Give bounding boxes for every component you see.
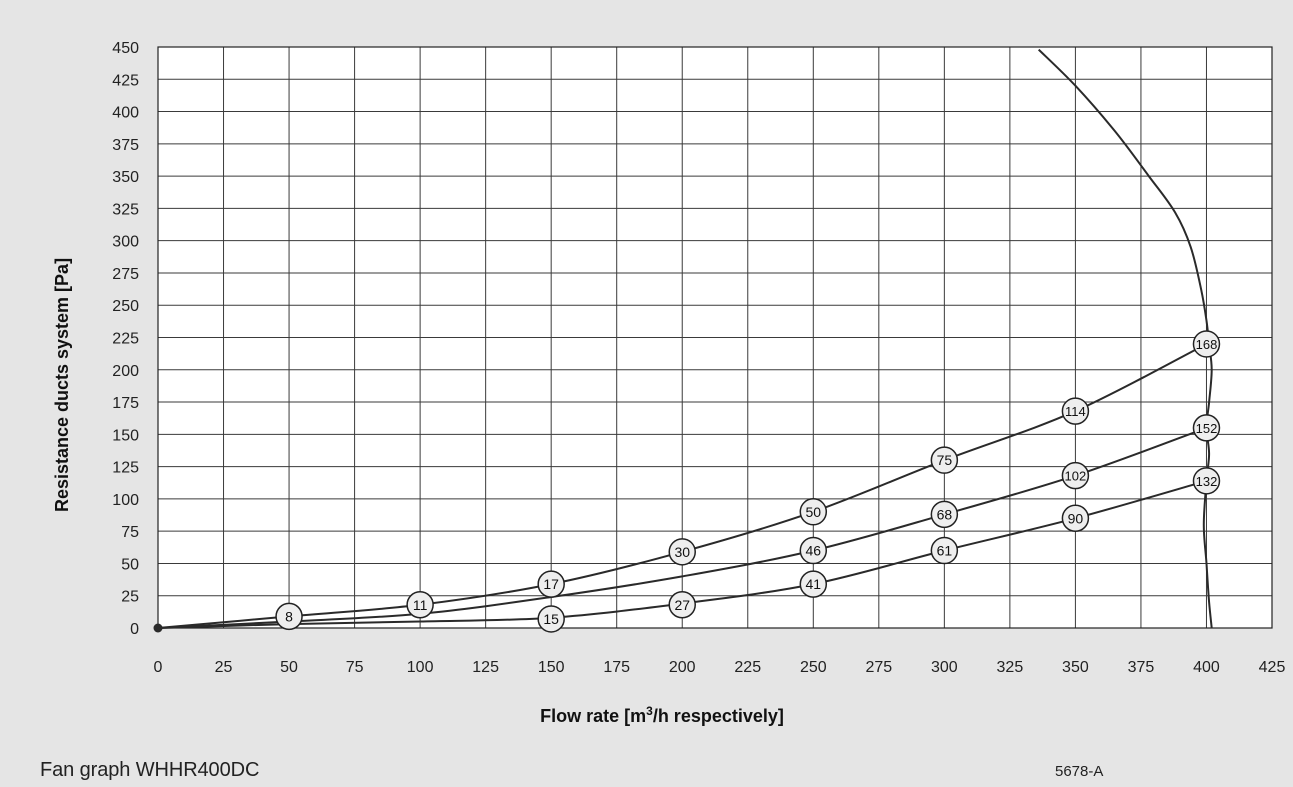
figure-caption: Fan graph WHHR400DC — [40, 759, 260, 781]
y-axis-label: Resistance ducts system [Pa] — [52, 258, 72, 512]
y-tick-label: 400 — [112, 105, 139, 122]
data-point-marker — [930, 500, 959, 529]
data-point-label: 68 — [937, 506, 953, 522]
data-markers: 8 11 17 30 50 75 114 168 46 68 102 152 15 27 41 61 90 132 — [153, 330, 1221, 633]
data-point-label: 152 — [1196, 421, 1218, 436]
y-tick-label: 25 — [121, 589, 139, 606]
y-tick-label: 150 — [112, 427, 139, 444]
y-tick-label: 275 — [112, 266, 139, 283]
data-point-marker — [1061, 504, 1090, 533]
y-tick-label: 300 — [112, 234, 139, 251]
y-tick-label: 0 — [130, 621, 139, 638]
data-point-label: 50 — [806, 504, 822, 520]
data-point-label: 11 — [413, 597, 428, 613]
data-point-label: 114 — [1065, 404, 1086, 419]
x-tick-label: 50 — [280, 659, 298, 676]
x-tick-label: 225 — [734, 659, 761, 676]
data-point-marker — [1192, 467, 1221, 495]
data-point-label: 41 — [806, 576, 822, 592]
x-tick-label: 325 — [997, 659, 1024, 676]
tick-labels: 0 25 50 75 100 125 150 175 200 225 250 275 300 325 350… — [112, 40, 1285, 676]
y-tick-label: 450 — [112, 40, 139, 57]
y-tick-label: 325 — [112, 201, 139, 218]
y-tick-label: 75 — [121, 524, 139, 541]
data-point-label: 168 — [1196, 337, 1218, 352]
y-tick-label: 50 — [121, 556, 139, 573]
x-axis-label-superscript: 3 — [646, 704, 653, 718]
x-tick-label: 350 — [1062, 659, 1089, 676]
data-point-label: 30 — [674, 544, 690, 560]
grid — [157, 46, 1273, 629]
data-point-label: 8 — [285, 608, 293, 624]
x-tick-label: 100 — [407, 659, 434, 676]
x-axis-label-suffix: /h respectively] — [653, 706, 784, 726]
data-point-marker — [668, 538, 696, 566]
data-point-label: 17 — [543, 576, 559, 592]
y-tick-label: 125 — [112, 460, 139, 477]
data-point-marker — [537, 570, 565, 598]
data-point-label: 75 — [937, 452, 953, 468]
axes — [157, 46, 1273, 629]
data-point-marker — [799, 536, 828, 565]
data-point-label: 102 — [1065, 469, 1087, 484]
x-tick-label: 275 — [865, 659, 892, 676]
x-axis-label: Flow rate [m3/h respectively] — [540, 704, 784, 726]
x-tick-label: 175 — [603, 659, 630, 676]
data-point-marker — [799, 570, 828, 598]
y-tick-label: 250 — [112, 298, 139, 315]
data-point-label: 132 — [1196, 474, 1218, 489]
data-point-marker — [1061, 461, 1090, 490]
y-tick-label: 100 — [112, 492, 139, 509]
y-tick-label: 375 — [112, 137, 139, 154]
data-point-marker — [406, 591, 434, 619]
figure-code: 5678-A — [1055, 763, 1104, 780]
data-point-marker — [275, 602, 303, 631]
data-point-label: 61 — [937, 543, 953, 559]
x-tick-label: 300 — [931, 659, 958, 676]
y-tick-label: 225 — [112, 331, 139, 348]
data-point-marker — [1061, 397, 1090, 425]
y-tick-label: 200 — [112, 363, 139, 380]
x-tick-label: 250 — [800, 659, 827, 676]
data-point-label: 27 — [674, 597, 690, 613]
plot-border — [157, 46, 1273, 629]
data-point-marker — [668, 591, 696, 619]
data-point-label: 46 — [806, 543, 822, 559]
x-axis-label-prefix: Flow rate [m — [540, 706, 646, 726]
x-tick-label: 125 — [472, 659, 499, 676]
data-point-marker — [1192, 414, 1221, 442]
data-point-label: 90 — [1068, 510, 1084, 526]
y-tick-label: 425 — [112, 72, 139, 89]
data-point-label: 15 — [543, 611, 559, 627]
y-tick-label: 350 — [112, 169, 139, 186]
x-tick-label: 0 — [154, 659, 163, 676]
x-tick-label: 425 — [1259, 659, 1286, 676]
data-point-marker — [537, 605, 565, 633]
data-point-marker — [930, 446, 959, 474]
system-curve-2 — [157, 426, 1207, 629]
data-point-marker — [1192, 330, 1221, 358]
x-tick-label: 150 — [538, 659, 565, 676]
data-point-marker — [799, 498, 828, 526]
x-tick-label: 75 — [346, 659, 364, 676]
x-tick-label: 200 — [669, 659, 696, 676]
x-tick-label: 25 — [215, 659, 233, 676]
origin-point — [153, 623, 163, 633]
y-tick-label: 175 — [112, 395, 139, 412]
x-tick-label: 400 — [1193, 659, 1220, 676]
x-tick-label: 375 — [1128, 659, 1155, 676]
data-point-marker — [930, 536, 959, 565]
